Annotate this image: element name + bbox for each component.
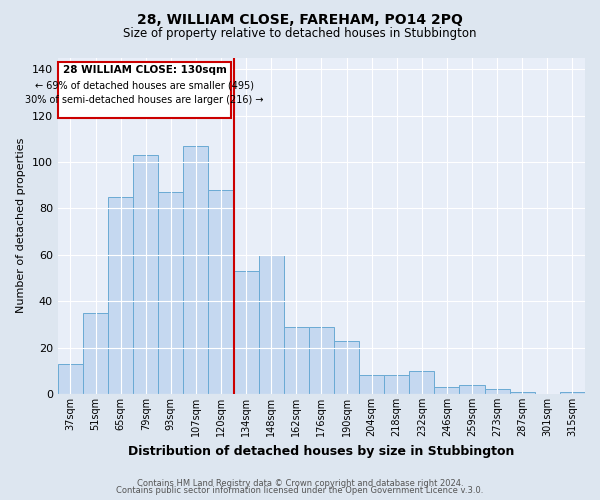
Text: 30% of semi-detached houses are larger (216) →: 30% of semi-detached houses are larger (…	[25, 96, 264, 106]
Text: Contains HM Land Registry data © Crown copyright and database right 2024.: Contains HM Land Registry data © Crown c…	[137, 478, 463, 488]
Text: Size of property relative to detached houses in Stubbington: Size of property relative to detached ho…	[123, 28, 477, 40]
FancyBboxPatch shape	[58, 62, 231, 118]
Bar	[359, 376, 384, 394]
Bar	[158, 192, 184, 394]
Bar	[434, 387, 460, 394]
Bar	[108, 196, 133, 394]
Bar	[309, 326, 334, 394]
Bar	[485, 390, 509, 394]
Bar	[259, 255, 284, 394]
Text: 28 WILLIAM CLOSE: 130sqm: 28 WILLIAM CLOSE: 130sqm	[62, 66, 226, 76]
Bar	[208, 190, 233, 394]
Bar	[133, 155, 158, 394]
Text: ← 69% of detached houses are smaller (495): ← 69% of detached houses are smaller (49…	[35, 80, 254, 90]
Bar	[58, 364, 83, 394]
Y-axis label: Number of detached properties: Number of detached properties	[16, 138, 26, 314]
Bar	[284, 326, 309, 394]
Bar	[233, 271, 259, 394]
Bar	[460, 384, 485, 394]
Bar	[184, 146, 208, 394]
Bar	[409, 371, 434, 394]
X-axis label: Distribution of detached houses by size in Stubbington: Distribution of detached houses by size …	[128, 444, 515, 458]
Text: Contains public sector information licensed under the Open Government Licence v.: Contains public sector information licen…	[116, 486, 484, 495]
Bar	[334, 340, 359, 394]
Bar	[384, 376, 409, 394]
Bar	[560, 392, 585, 394]
Bar	[509, 392, 535, 394]
Text: 28, WILLIAM CLOSE, FAREHAM, PO14 2PQ: 28, WILLIAM CLOSE, FAREHAM, PO14 2PQ	[137, 12, 463, 26]
Bar	[83, 313, 108, 394]
